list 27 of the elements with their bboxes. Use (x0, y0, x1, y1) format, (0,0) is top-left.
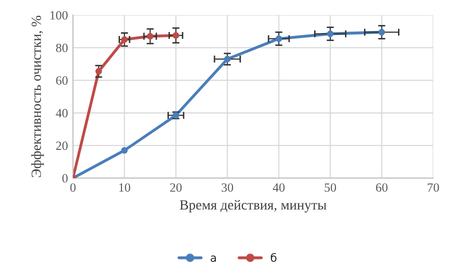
y-tick-label: 0 (62, 174, 68, 183)
point (146, 32, 154, 40)
x-tick-label: 70 (428, 183, 439, 192)
y-tick-label: 20 (56, 142, 68, 150)
point (378, 28, 386, 36)
x-tick-label: 60 (376, 183, 388, 192)
legend-label: а (210, 255, 216, 262)
y-tick-label: 80 (56, 44, 68, 52)
point (326, 30, 334, 38)
legend-label: б (270, 253, 276, 262)
point (276, 35, 282, 42)
point (172, 32, 180, 39)
x-tick-label: 40 (272, 183, 285, 192)
x-axis-title: Время действия, минуты (180, 200, 326, 212)
y-axis-title: Эффективность очистки, % (31, 16, 44, 178)
x-tick-label: 0 (70, 183, 76, 192)
y-tick-label: 60 (56, 76, 68, 85)
x-tick-label: 50 (324, 183, 336, 192)
point (121, 147, 128, 154)
x-tick-label: 10 (119, 183, 130, 192)
y-tick-label: 100 (50, 11, 68, 20)
point (121, 36, 128, 43)
x-tick-label: 20 (170, 183, 182, 192)
y-tick-label: 40 (56, 108, 68, 118)
point (95, 68, 102, 75)
point (224, 56, 231, 62)
x-tick-label: 30 (222, 183, 234, 192)
